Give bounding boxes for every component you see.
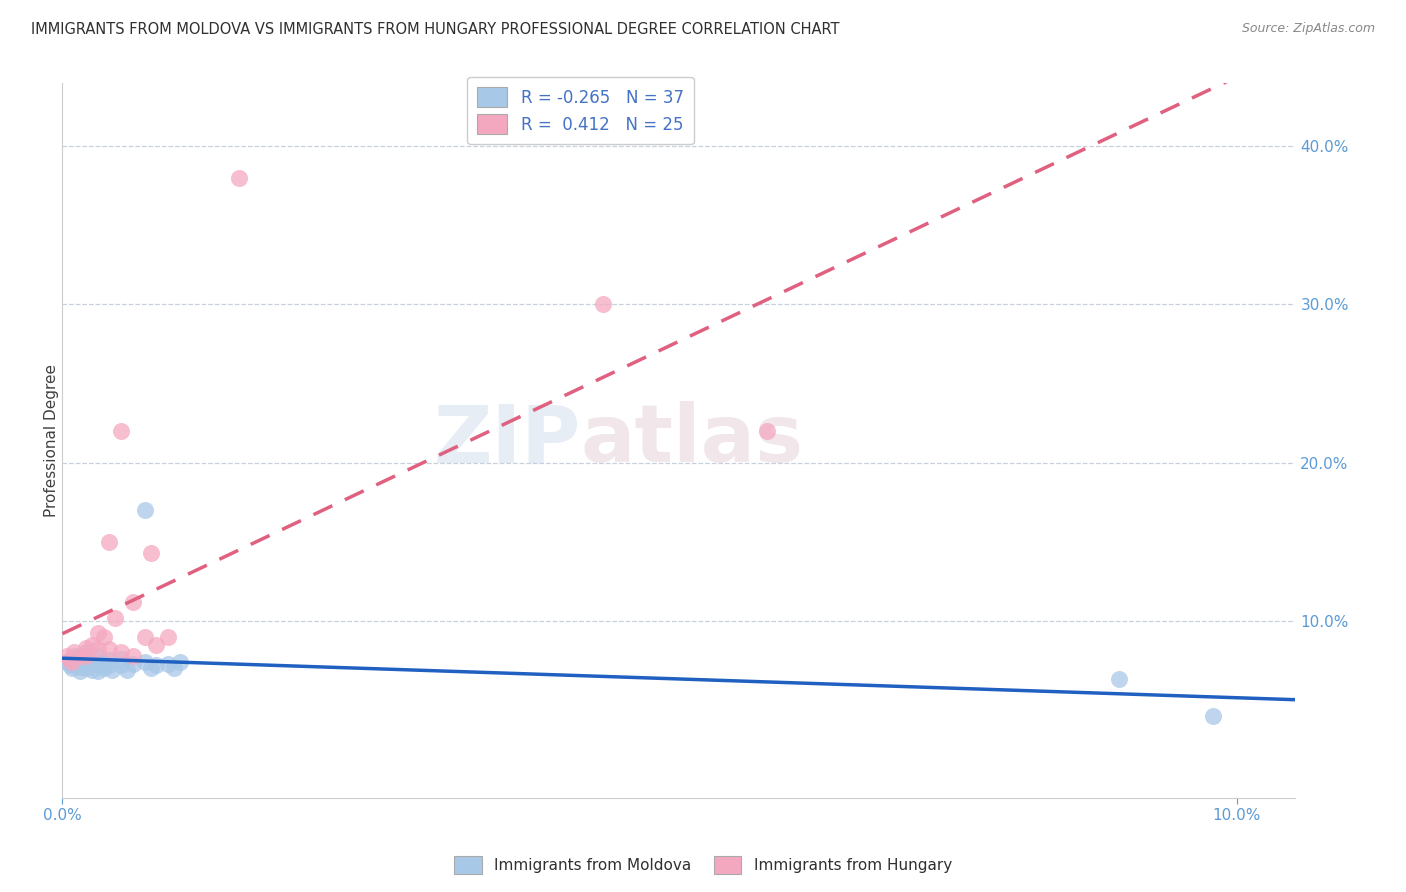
Point [1202,708,1225,723]
Point [110,645,132,659]
Point [122,648,145,663]
Point [157,657,180,671]
Text: IMMIGRANTS FROM MOLDOVA VS IMMIGRANTS FROM HUNGARY PROFESSIONAL DEGREE CORRELATI: IMMIGRANTS FROM MOLDOVA VS IMMIGRANTS FR… [31,22,839,37]
Point [80,638,103,652]
Point [89,657,111,671]
Point [122,657,145,671]
Text: atlas: atlas [581,401,803,480]
Point [228,170,250,185]
Point [110,652,132,666]
Legend: R = -0.265   N = 37, R =  0.412   N = 25: R = -0.265 N = 37, R = 0.412 N = 25 [467,77,693,145]
Point [75,640,97,655]
Point [93,630,115,644]
Point [87,655,110,669]
Point [139,546,162,560]
Point [60,661,83,675]
Point [115,663,138,677]
Point [75,652,97,666]
Point [98,653,121,667]
Y-axis label: Professional Degree: Professional Degree [44,364,59,517]
Point [163,661,186,675]
Point [56,655,79,669]
Point [75,645,97,659]
Point [69,665,91,679]
Legend: Immigrants from Moldova, Immigrants from Hungary: Immigrants from Moldova, Immigrants from… [449,850,957,880]
Point [134,503,156,517]
Point [69,648,91,663]
Text: ZIP: ZIP [433,401,581,480]
Point [87,626,110,640]
Point [1108,673,1130,687]
Point [63,645,86,659]
Point [93,661,115,675]
Point [65,655,87,669]
Point [139,661,162,675]
Point [145,638,167,652]
Point [63,648,86,663]
Point [110,658,132,673]
Point [63,652,86,666]
Point [157,630,180,644]
Point [80,663,103,677]
Point [134,630,156,644]
Point [75,648,97,663]
Point [75,661,97,675]
Point [58,653,80,667]
Point [60,655,83,669]
Point [69,659,91,673]
Point [87,658,110,673]
Point [77,653,100,667]
Point [101,663,124,677]
Point [87,642,110,657]
Point [592,297,614,311]
Point [104,610,127,624]
Point [87,665,110,679]
Point [75,657,97,671]
Point [122,595,145,609]
Point [63,657,86,671]
Point [169,655,191,669]
Point [98,642,121,657]
Point [145,658,167,673]
Point [98,658,121,673]
Point [134,655,156,669]
Point [756,424,779,438]
Point [58,658,80,673]
Point [56,648,79,663]
Point [87,648,110,663]
Text: Source: ZipAtlas.com: Source: ZipAtlas.com [1241,22,1375,36]
Point [110,424,132,438]
Point [98,534,121,549]
